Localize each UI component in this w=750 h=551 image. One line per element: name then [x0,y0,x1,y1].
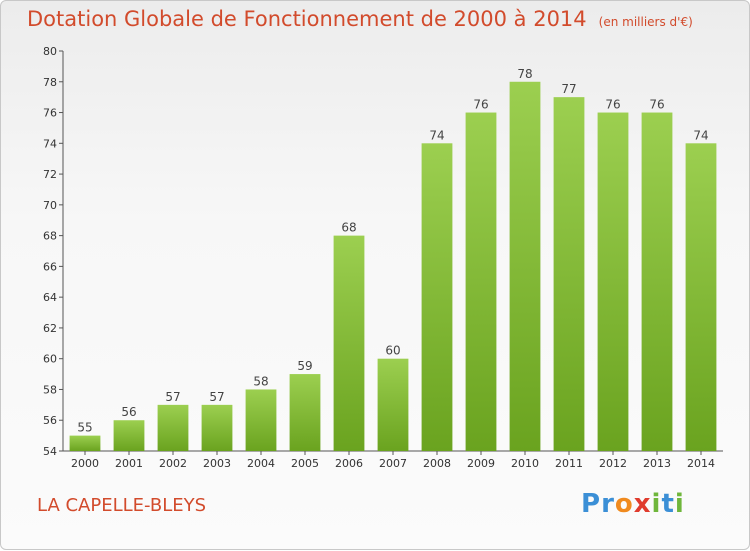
y-tick-label: 80 [43,45,57,58]
bar [597,112,629,452]
chart-title: Dotation Globale de Fonctionnement de 20… [27,7,693,31]
bar [113,420,145,451]
bar-value-label: 76 [649,98,664,112]
x-tick-label: 2014 [687,457,715,470]
x-tick-label: 2006 [335,457,363,470]
bar-value-label: 60 [385,344,400,358]
bar [333,235,365,451]
x-tick-label: 2002 [159,457,187,470]
x-tick-label: 2013 [643,457,671,470]
y-tick-label: 56 [43,414,57,427]
bar [421,143,453,452]
y-tick-label: 78 [43,76,57,89]
x-tick-label: 2010 [511,457,539,470]
bar-value-label: 78 [517,67,532,81]
bar-value-label: 74 [693,128,708,142]
bar-value-label: 77 [561,82,576,96]
bar-value-label: 76 [473,98,488,112]
chart-axes: 54 56 58 60 62 64 66 68 70 72 74 76 78 80 2000 2001 2002… [43,45,723,470]
bar [509,81,541,452]
bar-value-label: 76 [605,98,620,112]
bar-value-label: 57 [209,390,224,404]
bar [685,143,717,452]
x-tick-label: 2004 [247,457,275,470]
y-tick-label: 68 [43,230,57,243]
bar [69,435,101,451]
chart-title-text: Dotation Globale de Fonctionnement de 20… [27,7,587,31]
x-tick-label: 2007 [379,457,407,470]
x-tick-label: 2000 [71,457,99,470]
chart-subtitle: (en milliers d'€) [598,15,693,29]
bar-value-label: 55 [77,421,92,435]
bar [465,112,497,452]
y-tick-label: 60 [43,353,57,366]
bar [157,404,189,451]
bar-value-label: 56 [121,405,136,419]
x-tick-label: 2009 [467,457,495,470]
x-tick-label: 2003 [203,457,231,470]
y-tick-label: 66 [43,260,57,273]
x-tick-label: 2012 [599,457,627,470]
y-tick-label: 64 [43,291,57,304]
y-tick-label: 54 [43,445,57,458]
bar [245,389,277,451]
bar-value-label: 74 [429,128,444,142]
x-tick-label: 2011 [555,457,583,470]
x-tick-label: 2008 [423,457,451,470]
chart-bars: 55 56 57 57 58 59 68 60 74 76 78 77 76 76 74 [69,67,717,452]
proxiti-logo: Proxiti [581,489,685,519]
commune-name: LA CAPELLE-BLEYS [37,495,207,516]
x-tick-label: 2001 [115,457,143,470]
bar-value-label: 59 [297,359,312,373]
bar [377,358,409,451]
bar [201,404,233,451]
y-tick-label: 62 [43,322,57,335]
bar-value-label: 57 [165,390,180,404]
x-tick-label: 2005 [291,457,319,470]
y-tick-label: 70 [43,199,57,212]
bar [641,112,673,452]
bar-value-label: 68 [341,221,356,235]
bar [289,374,321,451]
y-tick-label: 72 [43,168,57,181]
bar-value-label: 58 [253,374,268,388]
y-tick-label: 58 [43,383,57,396]
y-tick-label: 76 [43,107,57,120]
bar [553,97,585,452]
y-tick-label: 74 [43,137,57,150]
